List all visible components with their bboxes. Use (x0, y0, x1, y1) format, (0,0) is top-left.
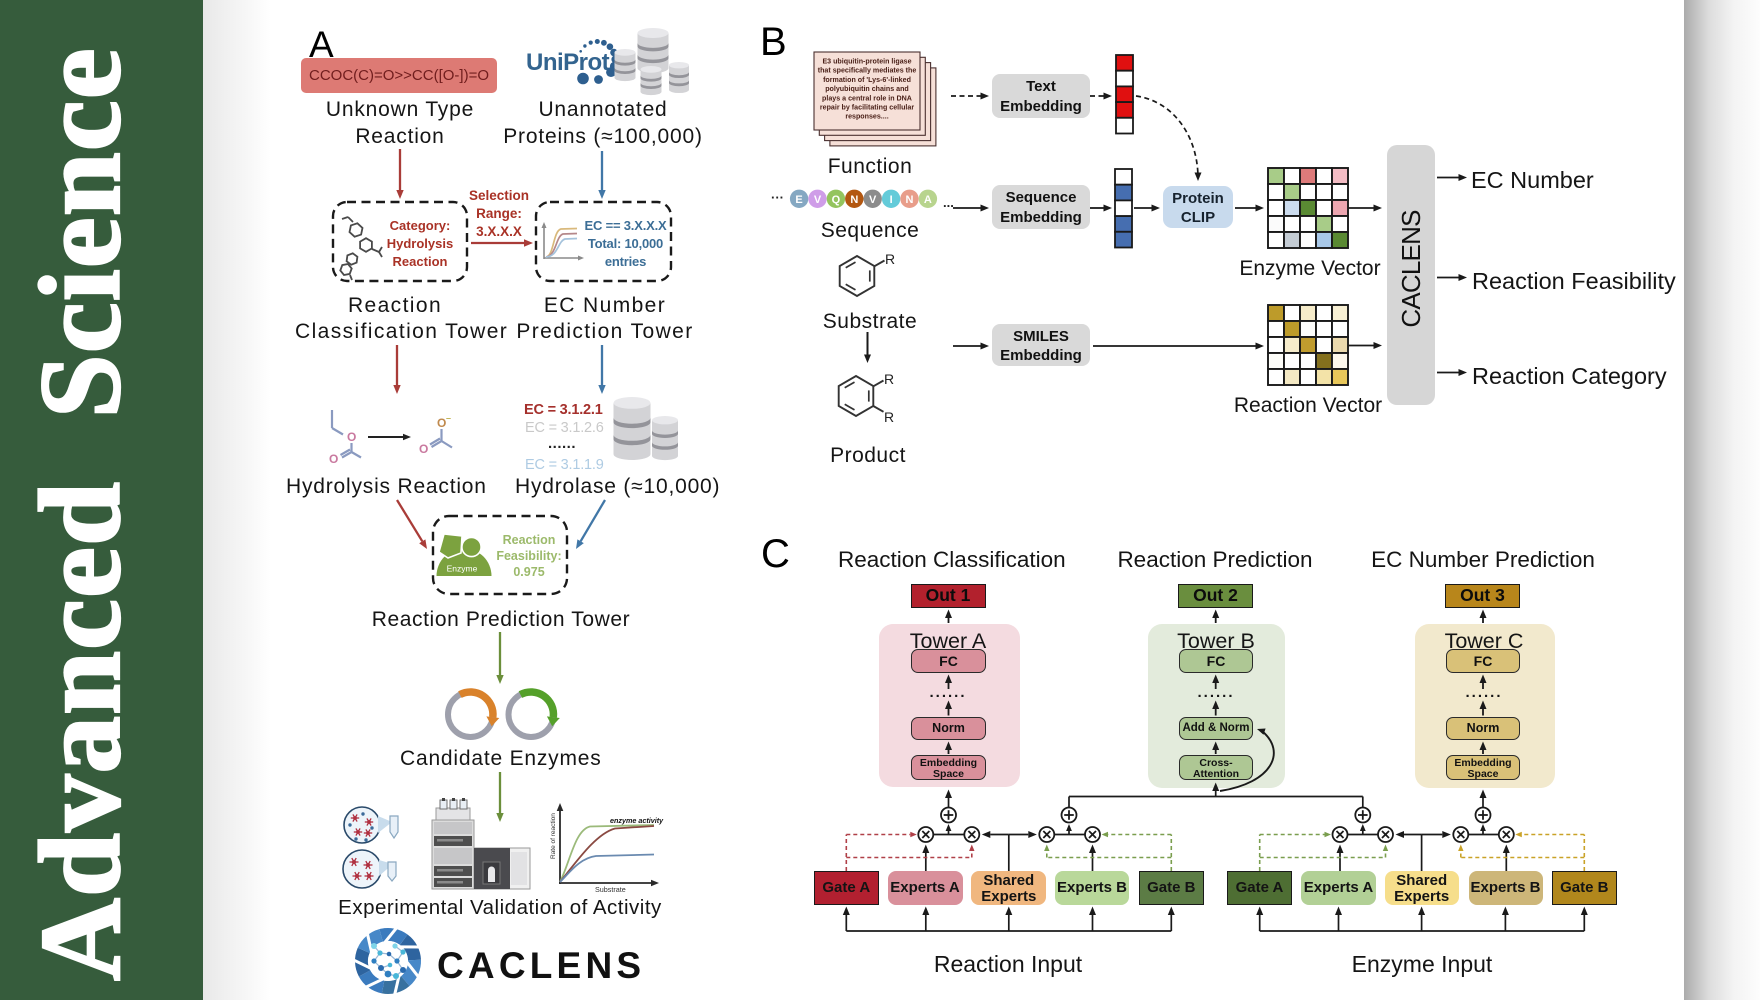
svg-text:Q: Q (832, 194, 841, 206)
svg-text:O: O (419, 442, 428, 456)
svg-text:...: ... (943, 195, 954, 210)
svg-text:O: O (329, 452, 338, 466)
svg-text:UniProt: UniProt (526, 49, 610, 76)
svg-text:R: R (885, 251, 895, 267)
svg-text:Enzyme: Enzyme (447, 564, 478, 574)
svg-text:A: A (924, 194, 932, 206)
svg-text:O: O (437, 416, 446, 430)
svg-text:repair by facilitating cellula: repair by facilitating cellular (820, 104, 914, 112)
svg-text:plays a central role in DNA: plays a central role in DNA (822, 94, 912, 102)
svg-text:enzyme activity: enzyme activity (610, 816, 664, 825)
svg-text:I: I (890, 194, 893, 206)
svg-text:Substrate: Substrate (595, 885, 626, 894)
svg-text:–: – (446, 413, 451, 423)
svg-text:R: R (884, 371, 894, 387)
svg-text:N: N (850, 194, 858, 206)
svg-text:V: V (814, 194, 822, 206)
svg-text:E3 ubiquitin-protein ligase: E3 ubiquitin-protein ligase (822, 58, 911, 66)
svg-text:that specifically mediates the: that specifically mediates the (818, 67, 917, 75)
svg-text:R: R (884, 409, 894, 425)
svg-text:polyubiquitin chains and: polyubiquitin chains and (825, 85, 909, 93)
svg-text:formation of 'Lys-6'-linked: formation of 'Lys-6'-linked (823, 76, 911, 84)
svg-text:V: V (869, 194, 877, 206)
svg-text:···: ··· (771, 190, 784, 205)
svg-text:Rate of reaction: Rate of reaction (550, 813, 557, 859)
svg-text:responses....: responses.... (845, 113, 888, 121)
svg-text:N: N (906, 194, 914, 206)
svg-text:E: E (795, 194, 802, 206)
svg-text:O: O (347, 430, 356, 444)
